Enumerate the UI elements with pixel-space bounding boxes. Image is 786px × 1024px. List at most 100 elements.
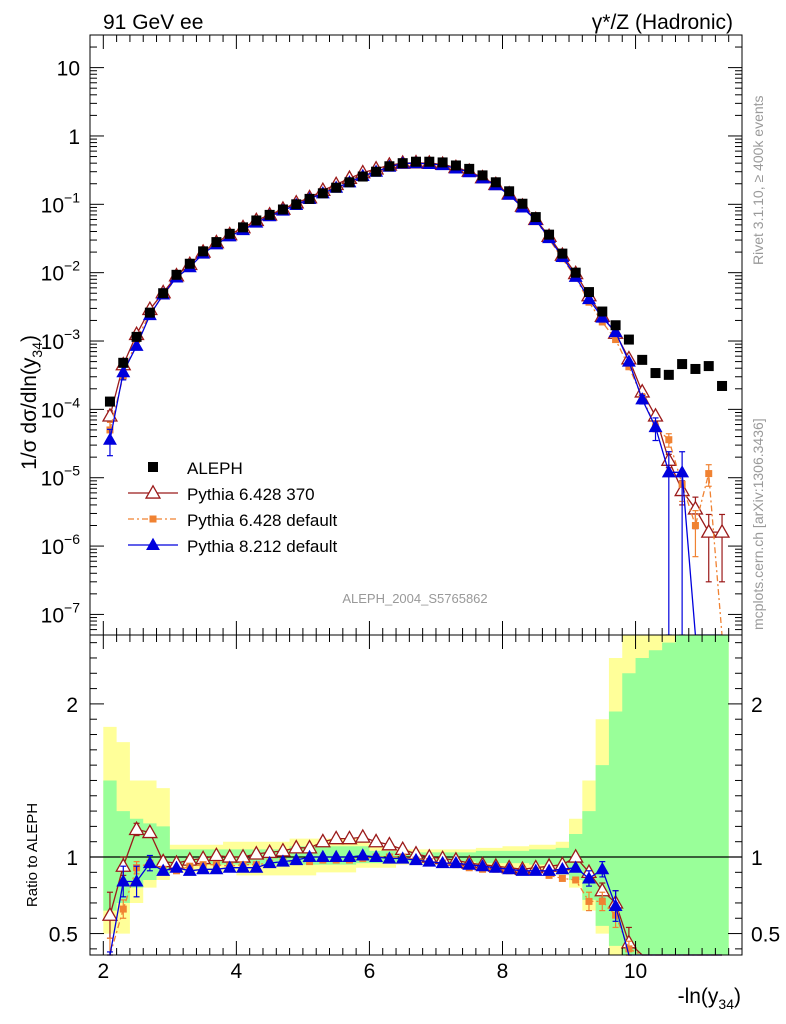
main-y-axis-label: 1/σ dσ/dln(y34) [18, 335, 45, 470]
data-point [437, 157, 448, 168]
ratio-point [341, 830, 358, 845]
ratio-point [182, 863, 197, 876]
ratio-point [502, 862, 517, 875]
legend-label: ALEPH [187, 459, 243, 478]
ratio-point [129, 874, 144, 887]
data-point [371, 166, 382, 177]
data-point [705, 470, 713, 478]
ratio-point [222, 860, 237, 873]
ratio-plot-area [90, 635, 742, 956]
data-point [690, 363, 701, 374]
data-point [544, 229, 555, 240]
data-point [675, 465, 690, 478]
data-point [158, 288, 169, 299]
ratio-y-tick-label: 1 [66, 847, 78, 870]
data-point [238, 222, 249, 233]
ratio-y-tick-label-right: 0.5 [751, 924, 780, 947]
legend-item-data: ALEPH [148, 459, 243, 478]
data-point [331, 182, 342, 193]
data-point [621, 354, 636, 367]
ratio-point [248, 845, 265, 860]
data-point [198, 246, 209, 257]
ratio-point [141, 823, 158, 839]
ratio-point [249, 860, 264, 873]
data-point [608, 324, 623, 338]
data-point [663, 369, 674, 380]
uncertainty-band-green [103, 635, 729, 955]
data-point [171, 269, 182, 280]
ratio-point [475, 858, 490, 872]
analysis-id: ALEPH_2004_S5765862 [342, 591, 487, 606]
data-point [665, 436, 673, 444]
ratio-point [275, 854, 290, 867]
ratio-point [142, 855, 157, 869]
data-point [713, 523, 731, 538]
ratio-point [355, 848, 370, 861]
x-tick-label: 6 [364, 960, 376, 983]
y-tick-label: 10−1 [41, 189, 81, 217]
x-tick-label: 10 [624, 960, 647, 983]
legend-label: Pythia 6.428 370 [187, 485, 315, 504]
series-pythia8_default [102, 155, 722, 636]
y-tick-label: 10−5 [41, 463, 81, 491]
data-point [637, 354, 648, 365]
rivet-label: Rivet 3.1.10, ≥ 400k events [750, 95, 766, 265]
data-point [397, 158, 408, 169]
data-point [131, 331, 142, 342]
ratio-point [116, 874, 131, 887]
ratio-point [262, 855, 277, 869]
ratio-point [368, 833, 385, 848]
ratio-point [422, 854, 437, 867]
legend-item-pythia6_default: Pythia 6.428 default [128, 511, 338, 530]
ratio-point [625, 945, 633, 953]
ratio-point [585, 897, 593, 905]
y-tick-label: 10−4 [41, 394, 81, 422]
ratio-point [448, 855, 463, 869]
legend-label: Pythia 8.212 default [187, 537, 338, 556]
data-point [597, 306, 608, 317]
data-point [211, 237, 222, 248]
ratio-point [555, 862, 570, 875]
data-point [583, 287, 594, 298]
x-tick-label: 4 [231, 960, 243, 983]
ratio-point [236, 860, 250, 873]
ratio-point [354, 828, 371, 843]
ratio-frame [89, 634, 743, 956]
y-tick-label: 10 [57, 58, 80, 81]
data-point [635, 392, 650, 405]
ratio-point [328, 830, 345, 845]
ratio-point [542, 863, 557, 876]
legend-marker [148, 462, 158, 472]
ratio-point [289, 852, 304, 866]
data-point [703, 361, 714, 372]
data-point [102, 432, 117, 445]
ratio-point [128, 820, 145, 836]
left-title: 91 GeV ee [103, 11, 203, 34]
data-point [612, 336, 620, 344]
data-point [116, 364, 131, 378]
ratio-point [382, 851, 397, 864]
data-point [264, 209, 275, 220]
ratio-point [169, 860, 184, 873]
data-point [557, 248, 568, 259]
right-title: γ*/Z (Hadronic) [592, 11, 733, 34]
data-point [517, 198, 528, 209]
data-point [623, 334, 634, 345]
legend-item-pythia6_370: Pythia 6.428 370 [128, 484, 315, 504]
data-point [450, 160, 461, 171]
data-point [700, 523, 717, 538]
ratio-panel: 0.5 0.5 1 1 2 2 2 4 6 8 10 Ratio to ALEPH -ln(y34) [24, 634, 780, 1012]
data-point [129, 338, 144, 351]
ratio-point [381, 836, 398, 851]
ratio-point [568, 860, 583, 873]
ratio-point [314, 833, 331, 848]
data-point [317, 188, 328, 199]
ratio-point [488, 860, 503, 873]
ratio-point [209, 862, 224, 875]
data-point [625, 363, 633, 371]
data-point [717, 380, 728, 391]
series-line-pythia8_default [109, 162, 722, 636]
ratio-point [558, 874, 566, 882]
ratio-point [515, 863, 530, 876]
ratio-point [315, 849, 330, 863]
